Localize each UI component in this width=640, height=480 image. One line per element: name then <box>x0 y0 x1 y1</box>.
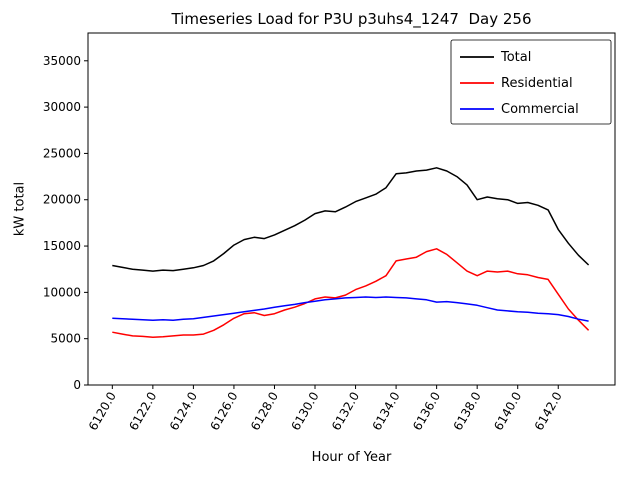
x-tick-label: 6128.0 <box>248 390 281 433</box>
legend: Total Residential Commercial <box>450 39 612 125</box>
series-line-residential <box>112 248 590 339</box>
x-tick-label: 6130.0 <box>288 390 321 433</box>
y-tick-label: 15000 <box>43 239 81 253</box>
x-tick-label: 6132.0 <box>329 390 362 433</box>
x-tick-label: 6124.0 <box>167 390 200 433</box>
y-tick-label: 5000 <box>50 332 81 346</box>
legend-label-total: Total <box>500 50 531 65</box>
y-tick-label: 30000 <box>43 100 81 114</box>
y-tick-label: 20000 <box>43 193 81 207</box>
y-tick-label: 35000 <box>43 54 81 68</box>
legend-label-residential: Residential <box>501 76 573 91</box>
x-axis-label: Hour of Year <box>311 450 392 465</box>
y-tick-label: 0 <box>73 378 81 392</box>
x-tick-label: 6136.0 <box>410 390 443 433</box>
series-line-total <box>112 167 590 272</box>
y-tick-label: 25000 <box>43 146 81 160</box>
legend-label-commercial: Commercial <box>501 102 579 117</box>
x-tick-label: 6134.0 <box>370 390 403 433</box>
y-tick-label: 10000 <box>43 285 81 299</box>
x-tick-label: 6142.0 <box>532 390 565 433</box>
series-line-commercial <box>112 296 589 322</box>
x-tick-label: 6138.0 <box>451 390 484 433</box>
chart-title: Timeseries Load for P3U p3uhs4_1247 Day … <box>171 10 532 28</box>
plot-frame <box>87 32 616 386</box>
legend-box <box>450 39 612 125</box>
x-tick-label: 6126.0 <box>207 390 240 433</box>
x-tick-label: 6120.0 <box>86 390 119 433</box>
x-tick-label: 6140.0 <box>491 390 524 433</box>
x-tick-label: 6122.0 <box>126 390 159 433</box>
